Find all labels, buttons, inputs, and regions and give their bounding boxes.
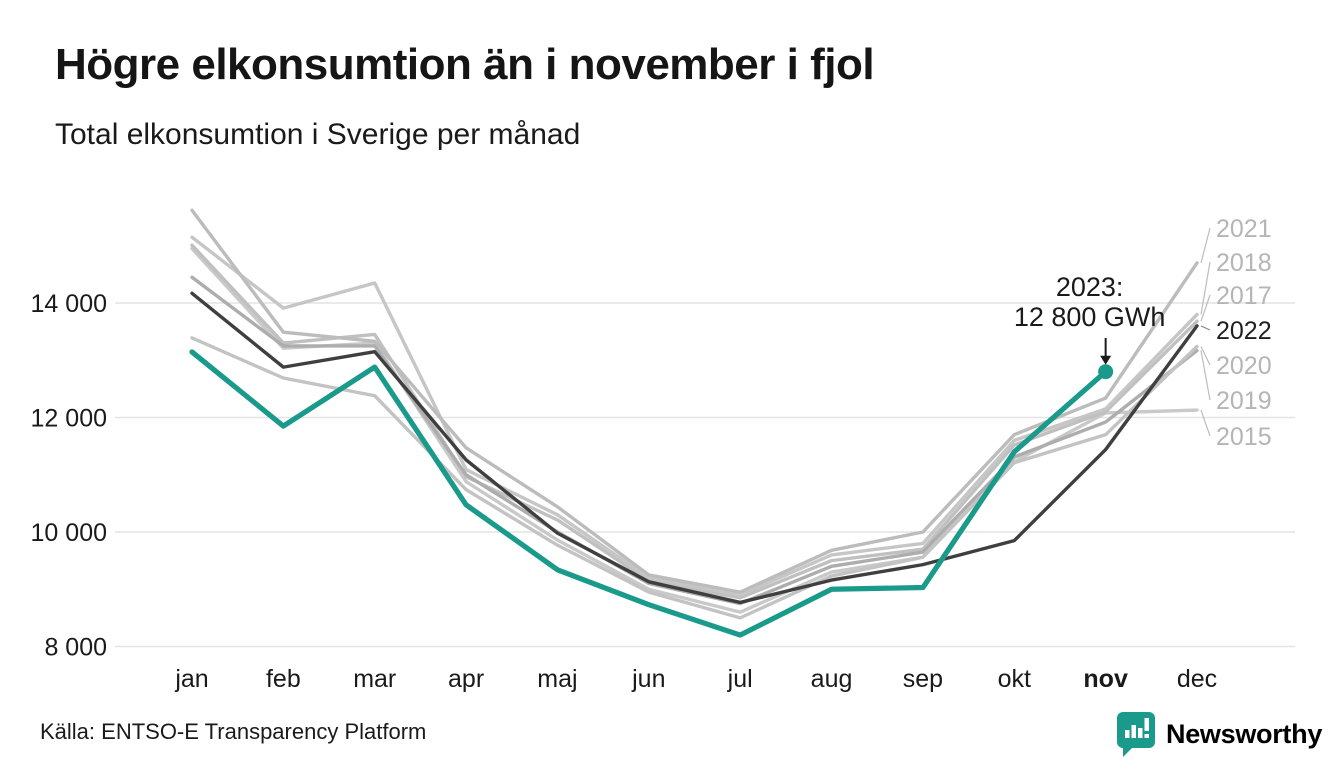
source-note: Källa: ENTSO-E Transparency Platform [40,719,427,744]
chart-subtitle: Total elkonsumtion i Sverige per månad [55,118,581,151]
series-line-2023 [189,349,1109,638]
brand-name: Newsworthy [1166,719,1323,749]
y-tick-label: 12 000 [31,405,107,433]
x-tick-label: apr [448,665,484,693]
series-line-2015 [190,246,1199,614]
annotation-line1: 2023: [1056,272,1124,302]
x-tick-label: feb [266,665,301,693]
logo-bar-2 [1131,725,1136,738]
end-label-leader [1200,294,1211,322]
x-tick-label: sep [903,665,943,693]
x-tick-label: okt [998,665,1031,693]
series-line-2022 [190,291,1199,605]
annotation-line2: 12 800 GWh [1014,302,1166,332]
series-end-label-2017: 2017 [1216,282,1272,310]
y-tick-label: 8 000 [44,634,107,662]
series-end-label-2020: 2020 [1216,352,1272,380]
y-tick-label: 14 000 [31,290,107,318]
end-label-leader [1200,227,1211,264]
logo-bar-3 [1138,728,1143,738]
x-tick-label: jun [631,665,665,693]
x-tick-label: jul [727,665,753,693]
annotation-arrow-head [1100,355,1112,365]
x-tick-label: aug [811,665,853,693]
x-tick-label: jan [174,665,208,693]
end-label-leader [1200,261,1211,315]
x-tick-label: nov [1083,665,1128,693]
end-label-leader [1200,409,1211,437]
x-tick-label: maj [537,665,577,693]
series-line-2021 [190,208,1199,594]
newsworthy-icon [1117,712,1155,757]
logo-exclaim-line [1144,718,1149,731]
page-title: Högre elkonsumtion än i november i fjol [55,40,875,89]
series-end-label-2019: 2019 [1216,387,1272,415]
series-end-label-2021: 2021 [1216,215,1272,243]
logo-exclaim-dot [1144,734,1149,738]
highlight-point [1098,364,1114,380]
series-line-2018 [190,235,1199,597]
x-tick-label: mar [353,665,396,693]
end-label-leader [1200,346,1211,366]
series-end-label-2022: 2022 [1216,317,1272,345]
end-label-leader [1200,350,1211,401]
y-tick-label: 10 000 [31,519,107,547]
series-end-label-2015: 2015 [1216,423,1272,451]
series-end-label-2018: 2018 [1216,249,1272,277]
brand-logo: Newsworthy [1116,711,1322,758]
x-tick-label: dec [1177,665,1217,693]
end-label-leader [1200,325,1211,331]
logo-bar-1 [1125,730,1130,738]
series-line-2020 [190,336,1199,620]
